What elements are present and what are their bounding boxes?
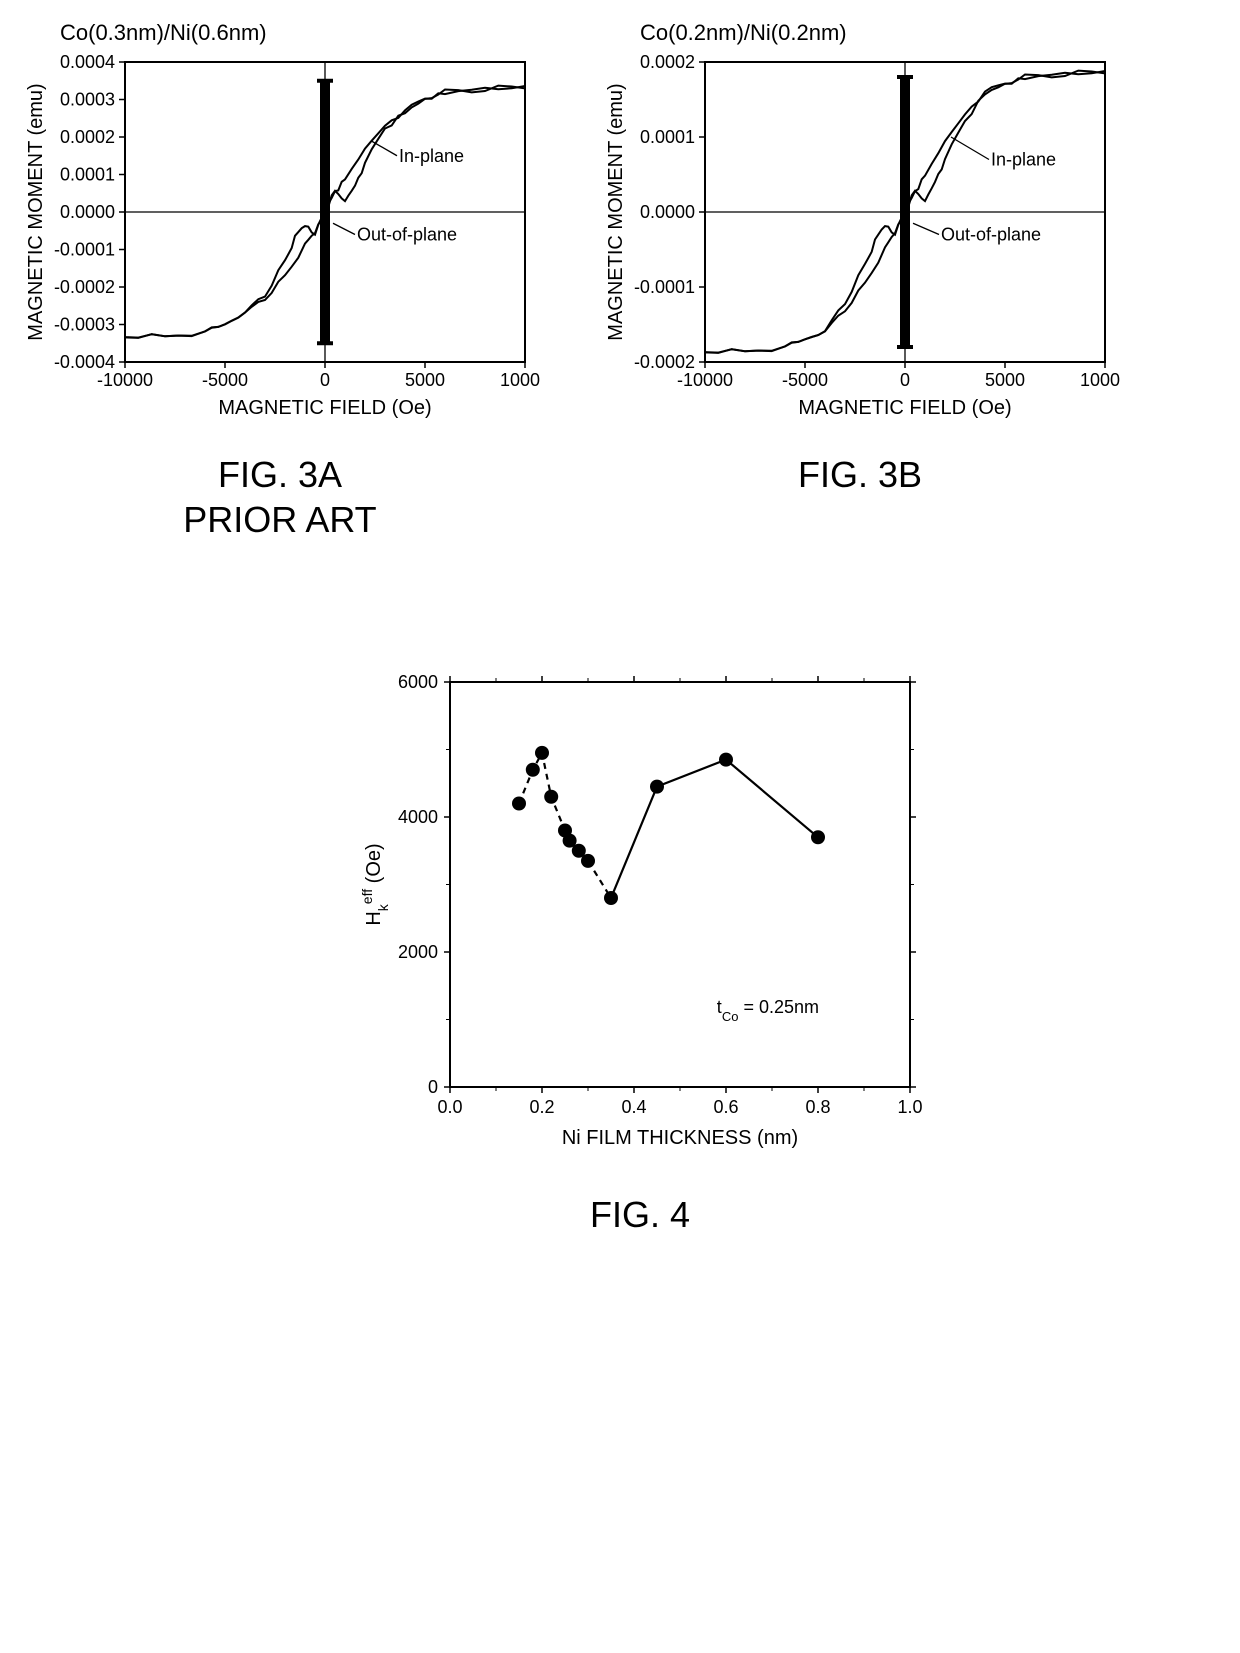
svg-text:0: 0 xyxy=(428,1077,438,1097)
fig3b-caption-text: FIG. 3B xyxy=(798,454,922,495)
svg-text:2000: 2000 xyxy=(398,942,438,962)
svg-text:0.8: 0.8 xyxy=(805,1097,830,1117)
fig3a-caption: FIG. 3A PRIOR ART xyxy=(20,452,540,542)
svg-text:MAGNETIC MOMENT (emu): MAGNETIC MOMENT (emu) xyxy=(25,83,47,340)
svg-text:0.0002: 0.0002 xyxy=(640,52,695,72)
fig3a-panel: Co(0.3nm)/Ni(0.6nm) -0.0004-0.0003-0.000… xyxy=(20,20,540,542)
fig3b-title: Co(0.2nm)/Ni(0.2nm) xyxy=(640,20,847,46)
svg-text:0.6: 0.6 xyxy=(713,1097,738,1117)
svg-text:0.0000: 0.0000 xyxy=(60,202,115,222)
svg-text:-5000: -5000 xyxy=(782,370,828,390)
fig3b-chart: -0.0002 -0.0001 0.0000 0.0001 0.0002 -10000 -5… xyxy=(600,52,1120,432)
svg-text:0.0001: 0.0001 xyxy=(60,165,115,185)
svg-text:Out-of-plane: Out-of-plane xyxy=(357,225,457,245)
svg-text:5000: 5000 xyxy=(985,370,1025,390)
svg-text:In-plane: In-plane xyxy=(991,150,1056,170)
svg-text:-0.0001: -0.0001 xyxy=(634,277,695,297)
top-row: Co(0.3nm)/Ni(0.6nm) -0.0004-0.0003-0.000… xyxy=(20,20,1240,542)
svg-text:10000: 10000 xyxy=(500,370,540,390)
svg-text:0.0002: 0.0002 xyxy=(60,127,115,147)
svg-text:0.4: 0.4 xyxy=(621,1097,646,1117)
svg-text:MAGNETIC FIELD (Oe): MAGNETIC FIELD (Oe) xyxy=(798,397,1011,419)
svg-text:0.2: 0.2 xyxy=(529,1097,554,1117)
fig3a-caption-line2: PRIOR ART xyxy=(183,499,376,540)
bottom-row: 02000400060000.00.20.40.60.81.0tCo = 0.2… xyxy=(20,662,1240,1237)
svg-text:1.0: 1.0 xyxy=(897,1097,922,1117)
svg-text:6000: 6000 xyxy=(398,672,438,692)
svg-text:Hkeff (Oe): Hkeff (Oe) xyxy=(359,843,391,925)
fig3a-title: Co(0.3nm)/Ni(0.6nm) xyxy=(60,20,267,46)
fig3b-caption: FIG. 3B xyxy=(600,452,1120,497)
svg-text:5000: 5000 xyxy=(405,370,445,390)
svg-text:-0.0003: -0.0003 xyxy=(54,315,115,335)
fig4-caption: FIG. 4 xyxy=(20,1192,1240,1237)
svg-text:-0.0002: -0.0002 xyxy=(54,277,115,297)
svg-text:0.0000: 0.0000 xyxy=(640,202,695,222)
svg-text:-0.0001: -0.0001 xyxy=(54,240,115,260)
svg-text:0.0: 0.0 xyxy=(437,1097,462,1117)
svg-text:In-plane: In-plane xyxy=(399,146,464,166)
fig4-caption-text: FIG. 4 xyxy=(590,1194,690,1235)
svg-text:MAGNETIC FIELD (Oe): MAGNETIC FIELD (Oe) xyxy=(218,397,431,419)
svg-text:4000: 4000 xyxy=(398,807,438,827)
svg-text:-0.0004: -0.0004 xyxy=(54,352,115,372)
fig3a-caption-line1: FIG. 3A xyxy=(218,454,342,495)
svg-text:0: 0 xyxy=(900,370,910,390)
svg-text:0: 0 xyxy=(320,370,330,390)
fig3a-chart: -0.0004 -0.0003 -0.0002 -0.0001 0.0000 0.0001… xyxy=(20,52,540,432)
svg-text:Out-of-plane: Out-of-plane xyxy=(941,225,1041,245)
svg-text:10000: 10000 xyxy=(1080,370,1120,390)
svg-text:-0.0002: -0.0002 xyxy=(634,352,695,372)
svg-text:MAGNETIC MOMENT (emu): MAGNETIC MOMENT (emu) xyxy=(605,83,627,340)
svg-text:0.0003: 0.0003 xyxy=(60,90,115,110)
fig4-chart: 02000400060000.00.20.40.60.81.0tCo = 0.2… xyxy=(350,662,930,1162)
fig3b-panel: Co(0.2nm)/Ni(0.2nm) -0.0002 -0.0001 0.0000… xyxy=(600,20,1120,542)
svg-text:0.0004: 0.0004 xyxy=(60,52,115,72)
svg-text:0.0001: 0.0001 xyxy=(640,127,695,147)
svg-text:-10000: -10000 xyxy=(97,370,153,390)
svg-text:-10000: -10000 xyxy=(677,370,733,390)
svg-text:-5000: -5000 xyxy=(202,370,248,390)
svg-text:Ni FILM THICKNESS (nm): Ni FILM THICKNESS (nm) xyxy=(562,1127,798,1149)
